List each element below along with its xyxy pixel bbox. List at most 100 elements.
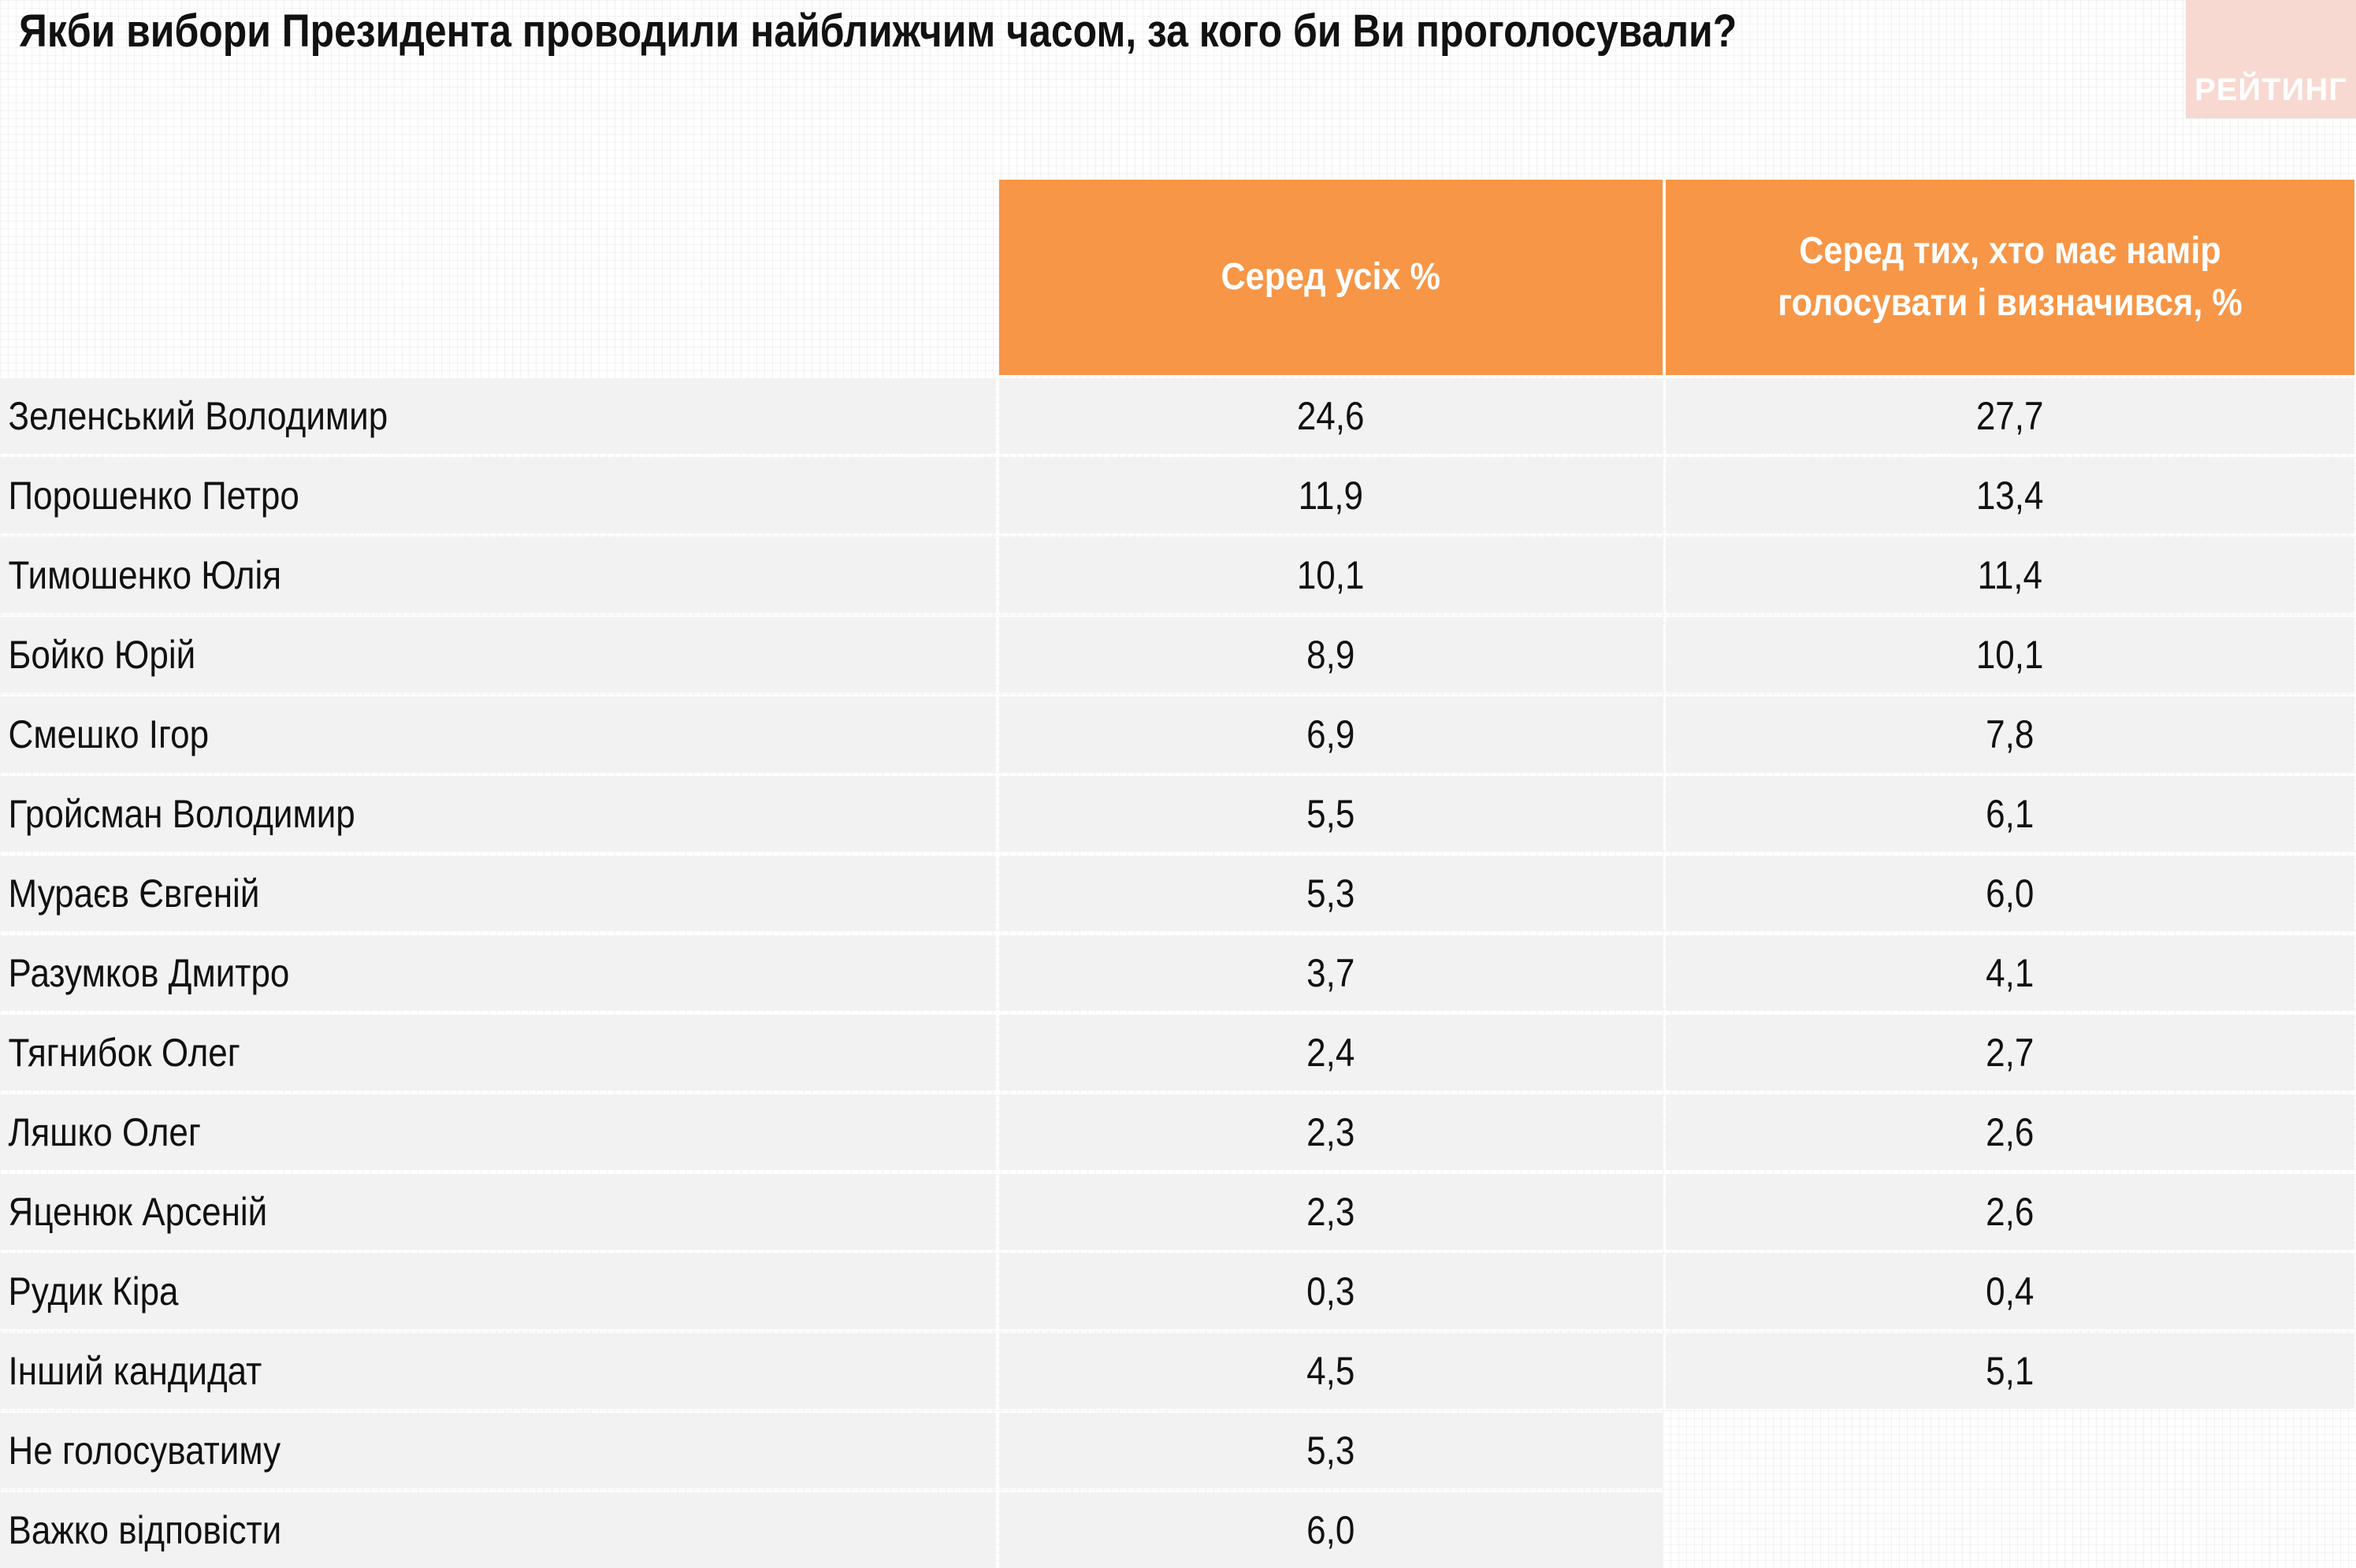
- value-decided-cell: 7,8: [1666, 697, 2354, 772]
- value-all-cell: 5,3: [999, 856, 1663, 931]
- candidate-name-cell: Зеленський Володимир: [0, 378, 996, 454]
- value-decided-cell: 11,4: [1666, 537, 2354, 613]
- candidate-name-cell: Бойко Юрій: [0, 617, 996, 693]
- value-decided: 11,4: [1977, 553, 2043, 597]
- candidate-name-cell: Тягнибок Олег: [0, 1015, 996, 1091]
- candidate-name: Тягнибок Олег: [8, 1031, 240, 1075]
- column-header-decided-label: Серед тих, хто має намір голосувати і ви…: [1778, 230, 2243, 324]
- value-decided: 2,6: [1986, 1190, 2035, 1234]
- value-decided: 7,8: [1986, 712, 2035, 756]
- value-all: 3,7: [1306, 951, 1355, 995]
- candidate-name: Яценюк Арсеній: [8, 1190, 268, 1234]
- candidate-name-cell: Рудик Кіра: [0, 1254, 996, 1329]
- value-all-cell: 11,9: [999, 458, 1663, 533]
- candidate-name: Рудик Кіра: [8, 1269, 179, 1313]
- value-all-cell: 6,0: [999, 1492, 1663, 1568]
- column-header-decided: Серед тих, хто має намір голосувати і ви…: [1666, 180, 2354, 375]
- value-decided-cell: 4,1: [1666, 935, 2354, 1011]
- table-row: Тимошенко Юлія 10,1 11,4: [0, 537, 2356, 613]
- value-all: 10,1: [1297, 553, 1365, 597]
- candidate-name-cell: Інший кандидат: [0, 1333, 996, 1409]
- value-decided-cell: 6,1: [1666, 776, 2354, 852]
- page-title: Якби вибори Президента проводили найближ…: [19, 6, 1737, 57]
- candidate-name-cell: Тимошенко Юлія: [0, 537, 996, 613]
- candidate-name-cell: Не голосуватиму: [0, 1413, 996, 1488]
- candidate-name: Мураєв Євгеній: [8, 871, 260, 916]
- candidate-name: Смешко Ігор: [8, 712, 210, 756]
- column-header-all: Серед усіх %: [999, 180, 1663, 375]
- value-decided-cell: 2,6: [1666, 1174, 2354, 1250]
- value-all-cell: 2,3: [999, 1174, 1663, 1250]
- table-row: Тягнибок Олег 2,4 2,7: [0, 1015, 2356, 1091]
- value-all: 5,3: [1306, 1429, 1355, 1473]
- value-decided-cell: 2,7: [1666, 1015, 2354, 1091]
- value-all: 2,3: [1306, 1110, 1355, 1154]
- logo-text: РЕЙТИНГ: [2194, 72, 2347, 107]
- column-header-all-label: Серед усіх %: [1221, 256, 1441, 298]
- candidate-name-cell: Гройсман Володимир: [0, 776, 996, 852]
- candidate-name: Ляшко Олег: [8, 1110, 201, 1154]
- value-decided-cell: 27,7: [1666, 378, 2354, 454]
- value-decided-cell: 6,0: [1666, 856, 2354, 931]
- table-row: Не голосуватиму 5,3: [0, 1413, 2356, 1488]
- value-all: 4,5: [1306, 1349, 1355, 1393]
- table-row: Важко відповісти 6,0: [0, 1492, 2356, 1568]
- candidate-name-cell: Мураєв Євгеній: [0, 856, 996, 931]
- value-all-cell: 5,5: [999, 776, 1663, 852]
- value-decided: 5,1: [1986, 1349, 2035, 1393]
- table-row: Гройсман Володимир 5,5 6,1: [0, 776, 2356, 852]
- table-row: Мураєв Євгеній 5,3 6,0: [0, 856, 2356, 931]
- value-decided: 6,0: [1986, 871, 2035, 916]
- table-row: Зеленський Володимир 24,6 27,7: [0, 378, 2356, 454]
- candidate-name: Важко відповісти: [8, 1508, 282, 1552]
- table-row: Рудик Кіра 0,3 0,4: [0, 1254, 2356, 1329]
- value-decided-cell: 10,1: [1666, 617, 2354, 693]
- candidate-name-cell: Важко відповісти: [0, 1492, 996, 1568]
- value-decided-cell: 0,4: [1666, 1254, 2354, 1329]
- value-all: 2,4: [1306, 1031, 1355, 1075]
- value-all-cell: 0,3: [999, 1254, 1663, 1329]
- value-all: 6,9: [1306, 712, 1355, 756]
- table-row: Інший кандидат 4,5 5,1: [0, 1333, 2356, 1409]
- value-decided-cell: 2,6: [1666, 1094, 2354, 1170]
- value-decided: 2,6: [1986, 1110, 2035, 1154]
- table-row: Яценюк Арсеній 2,3 2,6: [0, 1174, 2356, 1250]
- value-decided-cell: 13,4: [1666, 458, 2354, 533]
- rating-logo: РЕЙТИНГ: [2186, 0, 2356, 118]
- value-all-cell: 6,9: [999, 697, 1663, 772]
- value-decided-cell: 5,1: [1666, 1333, 2354, 1409]
- value-all: 11,9: [1298, 474, 1364, 518]
- value-all: 5,3: [1306, 871, 1355, 916]
- value-decided: 0,4: [1986, 1269, 2035, 1313]
- value-all: 8,9: [1306, 633, 1355, 677]
- candidate-name-cell: Ляшко Олег: [0, 1094, 996, 1170]
- value-all: 24,6: [1297, 394, 1365, 438]
- value-decided: 13,4: [1976, 474, 2044, 518]
- value-all-cell: 24,6: [999, 378, 1663, 454]
- value-decided: 4,1: [1986, 951, 2035, 995]
- value-all: 5,5: [1306, 792, 1355, 836]
- value-decided: 2,7: [1986, 1031, 2035, 1075]
- candidate-name: Разумков Дмитро: [8, 951, 290, 995]
- candidate-name-cell: Смешко Ігор: [0, 697, 996, 772]
- value-all-cell: 5,3: [999, 1413, 1663, 1488]
- table-row: Порошенко Петро 11,9 13,4: [0, 458, 2356, 533]
- value-decided: 10,1: [1976, 633, 2044, 677]
- candidate-name-cell: Порошенко Петро: [0, 458, 996, 533]
- table-row: Разумков Дмитро 3,7 4,1: [0, 935, 2356, 1011]
- value-all-cell: 8,9: [999, 617, 1663, 693]
- candidate-name-cell: Яценюк Арсеній: [0, 1174, 996, 1250]
- value-all-cell: 2,4: [999, 1015, 1663, 1091]
- value-decided: 27,7: [1976, 394, 2044, 438]
- candidate-name: Не голосуватиму: [8, 1429, 281, 1473]
- value-all: 0,3: [1306, 1269, 1355, 1313]
- table-row: Смешко Ігор 6,9 7,8: [0, 697, 2356, 772]
- value-decided: 6,1: [1986, 792, 2035, 836]
- candidate-name: Порошенко Петро: [8, 474, 299, 518]
- candidate-name: Тимошенко Юлія: [8, 553, 282, 597]
- value-all: 6,0: [1306, 1508, 1355, 1552]
- value-all-cell: 4,5: [999, 1333, 1663, 1409]
- table-row: Бойко Юрій 8,9 10,1: [0, 617, 2356, 693]
- value-all-cell: 3,7: [999, 935, 1663, 1011]
- candidate-name: Гройсман Володимир: [8, 792, 355, 836]
